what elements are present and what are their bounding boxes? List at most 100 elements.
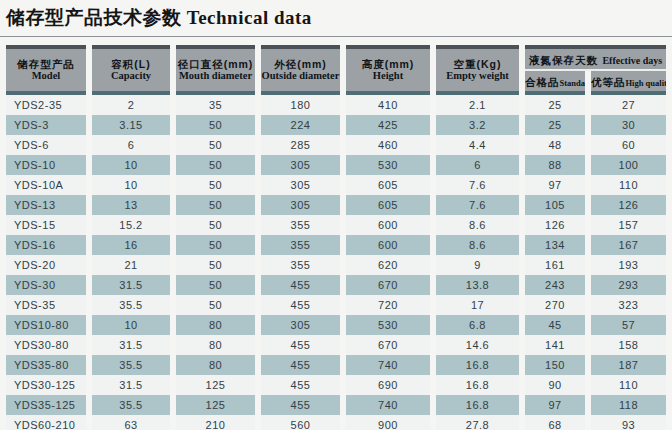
model-cell: YDS35-125	[6, 395, 86, 415]
model-cell: YDS-6	[6, 135, 86, 155]
outside-diameter-cell: 305	[261, 315, 340, 335]
high-quality-days-cell: 60	[591, 135, 666, 155]
high-quality-days-cell: 187	[591, 355, 666, 375]
mouth-diameter-cell: 80	[176, 335, 255, 355]
model-cell: YDS10-80	[6, 315, 86, 335]
model-cell: YDS60-210	[6, 415, 86, 430]
mouth-diameter-cell: 50	[176, 195, 255, 215]
capacity-cell: 31.5	[92, 275, 170, 295]
header-empty-weight-zh: 空重(Kg)	[436, 58, 519, 70]
mouth-diameter-cell: 50	[176, 215, 255, 235]
height-cell: 605	[346, 175, 430, 195]
header-capacity-en: Capacity	[92, 70, 170, 82]
catalog-page: 储存型产品技术参数 Technical data 储存型产品 Model 容积(…	[0, 0, 672, 430]
table-body: YDS2-35 2 35 180 410 2.1 25 27 YDS-3 3.1…	[6, 95, 666, 430]
empty-weight-cell: 4.4	[436, 135, 519, 155]
outside-diameter-cell: 455	[261, 335, 340, 355]
header-outside-diameter-en: Outside diameter	[261, 70, 340, 82]
standard-days-cell: 48	[525, 135, 585, 155]
empty-weight-cell: 14.6	[436, 335, 519, 355]
capacity-cell: 63	[92, 415, 170, 430]
model-cell: YDS-15	[6, 215, 86, 235]
header-model-zh: 储存型产品	[6, 58, 86, 70]
outside-diameter-cell: 560	[261, 415, 340, 430]
model-cell: YDS30-125	[6, 375, 86, 395]
header-empty-weight: 空重(Kg) Empty weight	[436, 45, 519, 95]
capacity-cell: 16	[92, 235, 170, 255]
header-effective-days-group: 液氮保存天数 Effective days	[525, 45, 666, 71]
outside-diameter-cell: 355	[261, 235, 340, 255]
standard-days-cell: 270	[525, 295, 585, 315]
header-high-quality: 优等品High quality	[591, 71, 666, 95]
mouth-diameter-cell: 50	[176, 235, 255, 255]
outside-diameter-cell: 305	[261, 195, 340, 215]
mouth-diameter-cell: 210	[176, 415, 255, 430]
height-cell: 720	[346, 295, 430, 315]
high-quality-days-cell: 27	[591, 95, 666, 115]
empty-weight-cell: 27.8	[436, 415, 519, 430]
height-cell: 530	[346, 155, 430, 175]
empty-weight-cell: 3.2	[436, 115, 519, 135]
header-model: 储存型产品 Model	[6, 45, 86, 95]
model-cell: YDS-13	[6, 195, 86, 215]
header-mouth-diameter-zh: 径口直径(mm)	[176, 58, 255, 70]
capacity-cell: 21	[92, 255, 170, 275]
height-cell: 900	[346, 415, 430, 430]
capacity-cell: 31.5	[92, 335, 170, 355]
mouth-diameter-cell: 50	[176, 115, 255, 135]
header-height-zh: 高度(mm)	[346, 58, 430, 70]
table-row: YDS30-125 31.5 125 455 690 16.8 90 110	[6, 375, 666, 395]
empty-weight-cell: 6.8	[436, 315, 519, 335]
capacity-cell: 10	[92, 315, 170, 335]
outside-diameter-cell: 455	[261, 375, 340, 395]
capacity-cell: 31.5	[92, 375, 170, 395]
high-quality-days-cell: 30	[591, 115, 666, 135]
header-model-en: Model	[6, 70, 86, 82]
height-cell: 425	[346, 115, 430, 135]
mouth-diameter-cell: 50	[176, 255, 255, 275]
table-row: YDS-16 16 50 355 600 8.6 134 167	[6, 235, 666, 255]
model-cell: YDS-35	[6, 295, 86, 315]
mouth-diameter-cell: 125	[176, 375, 255, 395]
height-cell: 600	[346, 235, 430, 255]
header-capacity-zh: 容积(L)	[92, 58, 170, 70]
table-row: YDS-10 10 50 305 530 6 88 100	[6, 155, 666, 175]
mouth-diameter-cell: 50	[176, 275, 255, 295]
high-quality-days-cell: 323	[591, 295, 666, 315]
mouth-diameter-cell: 50	[176, 175, 255, 195]
standard-days-cell: 97	[525, 175, 585, 195]
empty-weight-cell: 6	[436, 155, 519, 175]
high-quality-days-cell: 110	[591, 375, 666, 395]
mouth-diameter-cell: 80	[176, 355, 255, 375]
table-row: YDS-30 31.5 50 455 670 13.8 243 293	[6, 275, 666, 295]
capacity-cell: 35.5	[92, 295, 170, 315]
mouth-diameter-cell: 50	[176, 295, 255, 315]
outside-diameter-cell: 455	[261, 395, 340, 415]
standard-days-cell: 68	[525, 415, 585, 430]
table-row: YDS-15 15.2 50 355 600 8.6 126 157	[6, 215, 666, 235]
header-standard-en: Standard	[560, 78, 586, 88]
high-quality-days-cell: 167	[591, 235, 666, 255]
capacity-cell: 6	[92, 135, 170, 155]
height-cell: 670	[346, 275, 430, 295]
table-row: YDS-35 35.5 50 455 720 17 270 323	[6, 295, 666, 315]
title-divider	[0, 36, 672, 37]
capacity-cell: 35.5	[92, 395, 170, 415]
header-effective-days-en: Effective days	[602, 55, 662, 66]
empty-weight-cell: 2.1	[436, 95, 519, 115]
standard-days-cell: 126	[525, 215, 585, 235]
model-cell: YDS-20	[6, 255, 86, 275]
empty-weight-cell: 7.6	[436, 175, 519, 195]
high-quality-days-cell: 118	[591, 395, 666, 415]
empty-weight-cell: 9	[436, 255, 519, 275]
outside-diameter-cell: 285	[261, 135, 340, 155]
header-high-quality-en: High quality	[626, 78, 667, 88]
high-quality-days-cell: 157	[591, 215, 666, 235]
height-cell: 600	[346, 215, 430, 235]
standard-days-cell: 90	[525, 375, 585, 395]
header-height-en: Height	[346, 70, 430, 82]
model-cell: YDS-10A	[6, 175, 86, 195]
header-height: 高度(mm) Height	[346, 45, 430, 95]
model-cell: YDS-30	[6, 275, 86, 295]
empty-weight-cell: 16.8	[436, 355, 519, 375]
